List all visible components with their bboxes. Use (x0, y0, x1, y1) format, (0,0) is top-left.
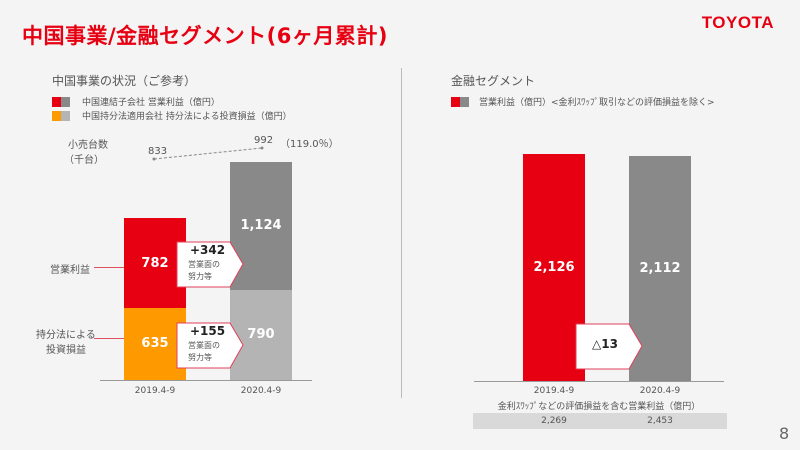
bar-value: 635 (141, 336, 169, 352)
legend-consolidated: 中国連結子会社 営業利益（億円） (52, 95, 220, 108)
x-label: 2020.4-9 (240, 386, 282, 396)
callout-eq-line2: 努力等 (188, 353, 212, 362)
bar-operating-2019: 782 (124, 218, 186, 308)
retail-ratio: （119.0％） (280, 139, 339, 150)
retail-2020: 992 (254, 135, 274, 146)
page-number: 8 (779, 424, 790, 443)
legend-swatch-gray (61, 96, 70, 107)
legend-swatch-red (451, 96, 460, 107)
retail-label: 小売台数 (68, 140, 108, 151)
retail-trend-line (152, 146, 264, 161)
x-label: 2020.4-9 (639, 386, 681, 396)
footer-table (473, 413, 727, 429)
x-label: 2019.4-9 (533, 386, 575, 396)
bar-value: 782 (141, 255, 169, 271)
bar-equity-2019: 635 (124, 307, 186, 380)
section-divider (401, 68, 402, 398)
bar-value: 790 (247, 327, 275, 343)
legend-swatch-gray (460, 96, 469, 107)
footer-value-2019: 2,269 (541, 416, 567, 426)
legend-label: 中国持分法適用会社 持分法による投資損益（億円） (82, 112, 292, 122)
legend-equity: 中国持分法適用会社 持分法による投資損益（億円） (52, 109, 292, 122)
callout-eq-line1: 営業面の (188, 341, 220, 350)
finance-legend: 営業利益（億円）<金利ｽﾜｯﾌﾟ取引などの評価損益を除く> (451, 95, 715, 108)
callout-op-line2: 努力等 (188, 272, 212, 281)
bar-value: 2,126 (533, 260, 575, 276)
toyota-logo: TOYOTA (701, 13, 774, 32)
legend-label: 中国連結子会社 営業利益（億円） (82, 98, 220, 108)
legend-label: 営業利益（億円）<金利ｽﾜｯﾌﾟ取引などの評価損益を除く> (479, 98, 715, 108)
callout-arrow-finance (575, 323, 643, 370)
x-label: 2019.4-9 (134, 386, 176, 396)
bar-equity-2020: 790 (230, 289, 292, 380)
right-x-axis (474, 381, 724, 382)
callout-op-line1: 営業面の (188, 260, 220, 269)
footer-label: 金利ｽﾜｯﾌﾟなどの評価損益を含む営業利益（億円） (497, 402, 701, 412)
legend-swatch-orange (52, 110, 61, 121)
finance-heading: 金融セグメント (451, 74, 536, 88)
retail-unit: （千台） (64, 155, 104, 166)
row-label-operating: 営業利益 (50, 265, 90, 276)
retail-2019: 833 (148, 146, 168, 157)
callout-finance-value: △13 (592, 337, 618, 351)
page-title: 中国事業/金融セグメント(6ヶ月累計) (22, 24, 388, 48)
left-x-axis (100, 380, 312, 381)
row-label-equity-2: 投資損益 (46, 345, 86, 356)
callout-eq-value: +155 (190, 324, 226, 338)
row-leader-operating (94, 267, 124, 268)
bar-value: 1,124 (240, 218, 282, 234)
legend-swatch-lightgray (61, 110, 70, 121)
callout-op-value: +342 (190, 243, 226, 257)
china-heading: 中国事業の状況（ご参考） (52, 74, 197, 88)
callout-arrow-equity (176, 322, 244, 369)
row-leader-equity (94, 338, 124, 339)
legend-swatch-red (52, 96, 61, 107)
footer-value-2020: 2,453 (647, 416, 673, 426)
callout-arrow-operating (176, 241, 244, 288)
bar-finance-2019: 2,126 (523, 154, 585, 381)
bar-value: 2,112 (639, 260, 681, 276)
row-label-equity-1: 持分法による (36, 330, 96, 341)
